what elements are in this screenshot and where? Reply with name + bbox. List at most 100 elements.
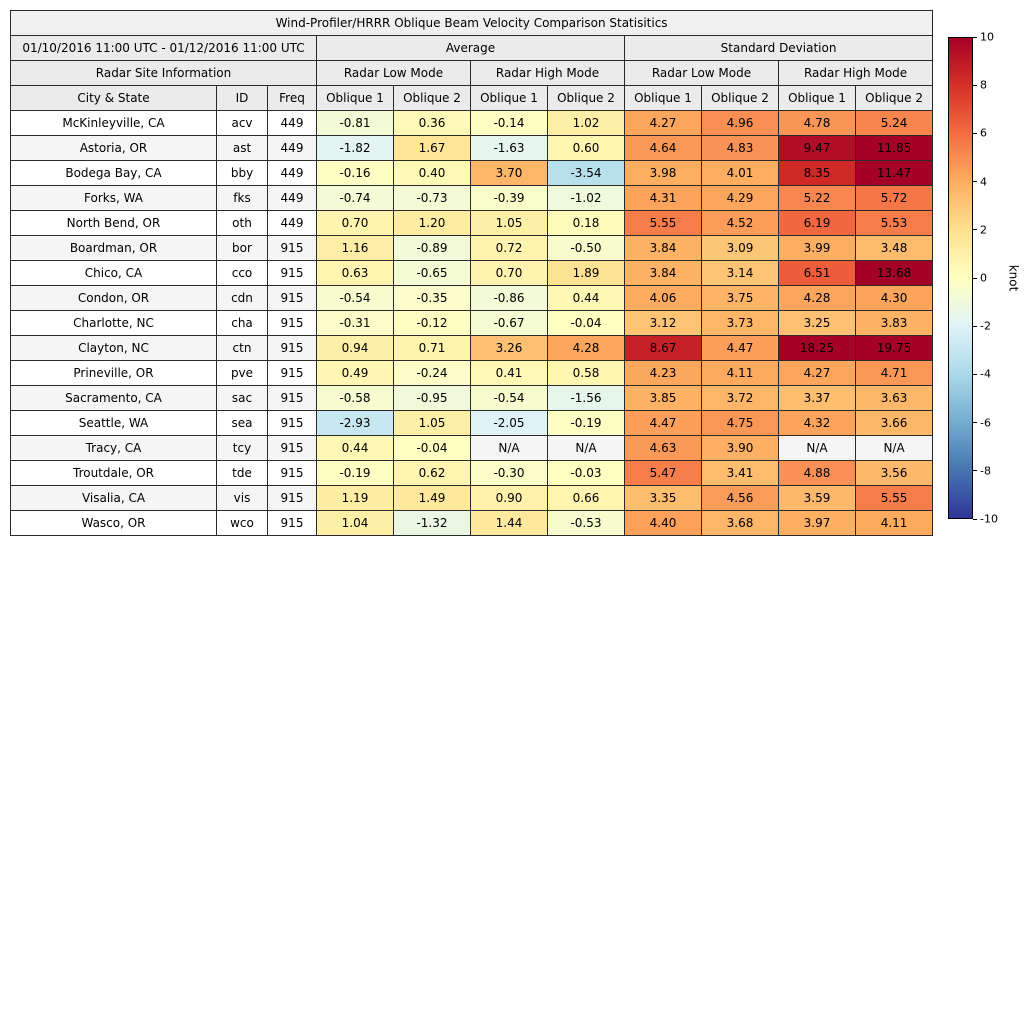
value-cell: 5.47 — [624, 460, 702, 486]
value-cell: -0.19 — [547, 410, 625, 436]
value-cell: 3.37 — [778, 385, 856, 411]
value-cell: 4.32 — [778, 410, 856, 436]
table-row: Tracy, CA tcy 915 0.44 -0.04 N/A N/A 4.63 3.90 N/… — [10, 435, 934, 461]
value-cell: -0.19 — [316, 460, 394, 486]
freq-cell: 915 — [267, 435, 317, 461]
value-cell: 3.12 — [624, 310, 702, 336]
value-cell: 4.75 — [701, 410, 779, 436]
value-cell: 4.28 — [547, 335, 625, 361]
value-cell: 3.41 — [701, 460, 779, 486]
value-cell: 4.64 — [624, 135, 702, 161]
value-cell: 4.56 — [701, 485, 779, 511]
value-cell: 18.25 — [778, 335, 856, 361]
value-cell: 4.40 — [624, 510, 702, 536]
value-cell: 3.26 — [470, 335, 548, 361]
value-cell: 4.63 — [624, 435, 702, 461]
value-cell: -1.32 — [393, 510, 471, 536]
value-cell: 0.60 — [547, 135, 625, 161]
id-cell: pve — [216, 360, 268, 386]
value-cell: 6.51 — [778, 260, 856, 286]
id-cell: cdn — [216, 285, 268, 311]
colorbar-tick-mark — [973, 84, 977, 86]
value-cell: 4.78 — [778, 110, 856, 136]
value-cell: 4.83 — [701, 135, 779, 161]
col-header-oblique1-low-avg: Oblique 1 — [316, 85, 394, 111]
colorbar-tick-label: 6 — [980, 126, 987, 140]
freq-cell: 915 — [267, 460, 317, 486]
city-cell: Bodega Bay, CA — [10, 160, 217, 186]
value-cell: -0.86 — [470, 285, 548, 311]
value-cell: 0.66 — [547, 485, 625, 511]
value-cell: 3.98 — [624, 160, 702, 186]
value-cell: -0.54 — [470, 385, 548, 411]
value-cell: 4.88 — [778, 460, 856, 486]
colorbar-tick-label: -10 — [980, 512, 998, 526]
value-cell: -0.35 — [393, 285, 471, 311]
city-cell: Astoria, OR — [10, 135, 217, 161]
city-cell: Sacramento, CA — [10, 385, 217, 411]
group-header-average: Average — [316, 35, 625, 61]
table-header: Wind-Profiler/HRRR Oblique Beam Velocity… — [9, 10, 934, 111]
city-cell: Forks, WA — [10, 185, 217, 211]
value-cell: N/A — [547, 435, 625, 461]
colorbar-tick-mark — [973, 325, 977, 327]
section-header-high-mode-std: Radar High Mode — [777, 60, 934, 86]
col-header-oblique2-low-std: Oblique 2 — [701, 85, 779, 111]
city-cell: Boardman, OR — [10, 235, 217, 261]
colorbar-tick-mark — [973, 518, 977, 520]
id-cell: fks — [216, 185, 268, 211]
freq-cell: 915 — [267, 410, 317, 436]
col-header-oblique2-low-avg: Oblique 2 — [393, 85, 471, 111]
value-cell: 6.19 — [778, 210, 856, 236]
colorbar-tick-mark — [973, 277, 977, 279]
colorbar-tick-label: -2 — [980, 319, 991, 333]
colorbar-tick-mark — [973, 132, 977, 134]
col-header-city-state: City & State — [10, 85, 217, 111]
city-cell: Clayton, NC — [10, 335, 217, 361]
value-cell: -0.31 — [316, 310, 394, 336]
freq-cell: 915 — [267, 385, 317, 411]
value-cell: 1.04 — [316, 510, 394, 536]
value-cell: 4.06 — [624, 285, 702, 311]
id-cell: bby — [216, 160, 268, 186]
col-header-id: ID — [216, 85, 268, 111]
city-cell: Prineville, OR — [10, 360, 217, 386]
value-cell: -0.24 — [393, 360, 471, 386]
freq-cell: 915 — [267, 285, 317, 311]
table-row: North Bend, OR oth 449 0.70 1.20 1.05 0.18 5.55… — [10, 210, 934, 236]
id-cell: tde — [216, 460, 268, 486]
value-cell: 4.47 — [701, 335, 779, 361]
value-cell: -2.93 — [316, 410, 394, 436]
freq-cell: 915 — [267, 485, 317, 511]
value-cell: 8.67 — [624, 335, 702, 361]
table-body: McKinleyville, CA acv 449 -0.81 0.36 -0.14 1.0… — [10, 110, 934, 536]
id-cell: cco — [216, 260, 268, 286]
col-header-oblique1-high-std: Oblique 1 — [778, 85, 856, 111]
value-cell: -0.03 — [547, 460, 625, 486]
value-cell: 0.18 — [547, 210, 625, 236]
table-row: Troutdale, OR tde 915 -0.19 0.62 -0.30 -0.03 5.… — [10, 460, 934, 486]
table-row: McKinleyville, CA acv 449 -0.81 0.36 -0.14 1.0… — [10, 110, 934, 136]
freq-cell: 915 — [267, 235, 317, 261]
value-cell: 1.16 — [316, 235, 394, 261]
value-cell: -2.05 — [470, 410, 548, 436]
value-cell: 4.27 — [624, 110, 702, 136]
value-cell: -0.89 — [393, 235, 471, 261]
value-cell: -0.54 — [316, 285, 394, 311]
freq-cell: 449 — [267, 160, 317, 186]
value-cell: 11.47 — [854, 160, 934, 186]
value-cell: 3.73 — [701, 310, 779, 336]
id-cell: sea — [216, 410, 268, 436]
value-cell: 8.35 — [778, 160, 856, 186]
value-cell: 0.44 — [547, 285, 625, 311]
table-row: Prineville, OR pve 915 0.49 -0.24 0.41 0.58 4.2… — [10, 360, 934, 386]
table-title: Wind-Profiler/HRRR Oblique Beam Velocity… — [9, 10, 934, 36]
id-cell: oth — [216, 210, 268, 236]
value-cell: -1.56 — [547, 385, 625, 411]
value-cell: 3.85 — [624, 385, 702, 411]
table-row: Sacramento, CA sac 915 -0.58 -0.95 -0.54 -1.56… — [10, 385, 934, 411]
value-cell: 3.35 — [624, 485, 702, 511]
value-cell: -0.04 — [547, 310, 625, 336]
value-cell: -1.02 — [547, 185, 625, 211]
value-cell: 3.48 — [854, 235, 934, 261]
